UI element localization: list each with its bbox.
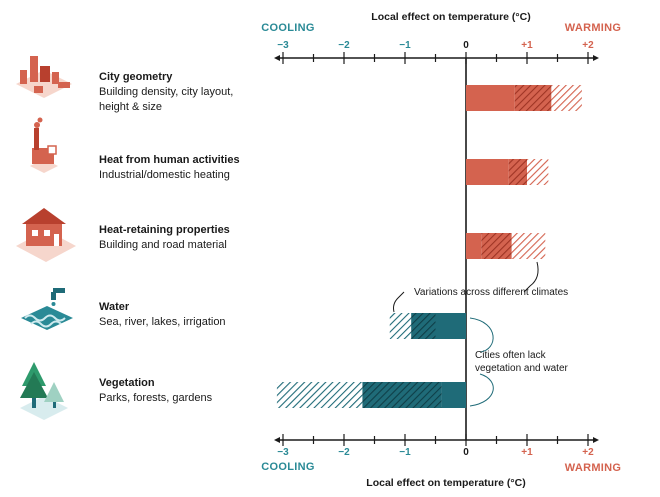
- bottom-tick-label: 0: [463, 447, 469, 458]
- bar-solid-segment: [466, 233, 482, 259]
- bottom-tick-label: +1: [521, 447, 533, 458]
- category-subtitle: Industrial/domestic heating: [99, 169, 230, 181]
- top-tick-label: −2: [338, 40, 350, 51]
- category-subtitle: Building density, city layout,: [99, 86, 233, 98]
- bar-light-hatched-segment: [276, 382, 363, 408]
- top-tick-label: −1: [399, 40, 411, 51]
- bar-solid-segment: [466, 159, 509, 185]
- bar-dark-hatched-segment: [508, 159, 527, 185]
- bar-solid-segment: [441, 382, 466, 408]
- bar-dark-hatched-segment: [362, 382, 442, 408]
- annotation-leader: [469, 373, 494, 407]
- bar-dark-hatched-segment: [481, 233, 512, 259]
- bottom-axis-right-arrow: [593, 437, 599, 443]
- bottom-tick-label: −2: [338, 447, 350, 458]
- annotation-bracket: [523, 261, 539, 293]
- annotation-bracket: [393, 291, 405, 313]
- top-tick-label: −3: [277, 40, 289, 51]
- bar-light-hatched-segment: [511, 233, 546, 259]
- bottom-tick-label: −1: [399, 447, 411, 458]
- top-warming-label: WARMING: [565, 22, 621, 34]
- bottom-axis-title: Local effect on temperature (°C): [366, 477, 525, 489]
- annotations: Variations across different climates Citi…: [393, 261, 569, 407]
- bar-solid-segment: [435, 313, 466, 339]
- bar-dark-hatched-segment: [514, 85, 552, 111]
- top-tick-label: +2: [582, 40, 594, 51]
- tree-icon: [20, 362, 68, 420]
- city-blocks-icon: [16, 56, 72, 98]
- category-subtitle: height & size: [99, 101, 162, 113]
- category-icons: [16, 56, 76, 420]
- bar-dark-hatched-segment: [411, 313, 436, 339]
- annotation-text: vegetation and water: [475, 363, 569, 374]
- bars: [276, 85, 582, 408]
- top-tick-label: 0: [463, 40, 469, 51]
- category-subtitle: Parks, forests, gardens: [99, 392, 213, 404]
- category-title: Water: [99, 301, 130, 313]
- bottom-warming-label: WARMING: [565, 462, 621, 474]
- top-axis-left-arrow: [274, 55, 280, 61]
- category-title: Heat-retaining properties: [99, 224, 230, 236]
- bar-solid-segment: [466, 85, 515, 111]
- top-cooling-label: COOLING: [261, 22, 314, 34]
- top-axis-title: Local effect on temperature (°C): [371, 11, 530, 23]
- bar-light-hatched-segment: [389, 313, 412, 339]
- bottom-cooling-label: COOLING: [261, 461, 314, 473]
- house-icon: [16, 208, 76, 262]
- bar-light-hatched-segment: [527, 159, 549, 185]
- top-axis-right-arrow: [593, 55, 599, 61]
- bottom-tick-label: −3: [277, 447, 289, 458]
- bottom-axis-left-arrow: [274, 437, 280, 443]
- annotation-text: Cities often lack: [475, 350, 547, 361]
- category-subtitle: Sea, river, lakes, irrigation: [99, 316, 226, 328]
- bar-light-hatched-segment: [551, 85, 582, 111]
- water-tap-icon: [21, 288, 73, 330]
- bottom-tick-label: +2: [582, 447, 594, 458]
- factory-icon: [30, 117, 58, 173]
- category-labels: City geometry Building density, city layo…: [99, 71, 240, 404]
- category-title: City geometry: [99, 71, 173, 83]
- category-title: Heat from human activities: [99, 154, 240, 166]
- annotation-text: Variations across different climates: [414, 287, 568, 298]
- category-title: Vegetation: [99, 377, 155, 389]
- top-tick-label: +1: [521, 40, 533, 51]
- annotation-leader: [469, 317, 494, 353]
- category-subtitle: Building and road material: [99, 239, 227, 251]
